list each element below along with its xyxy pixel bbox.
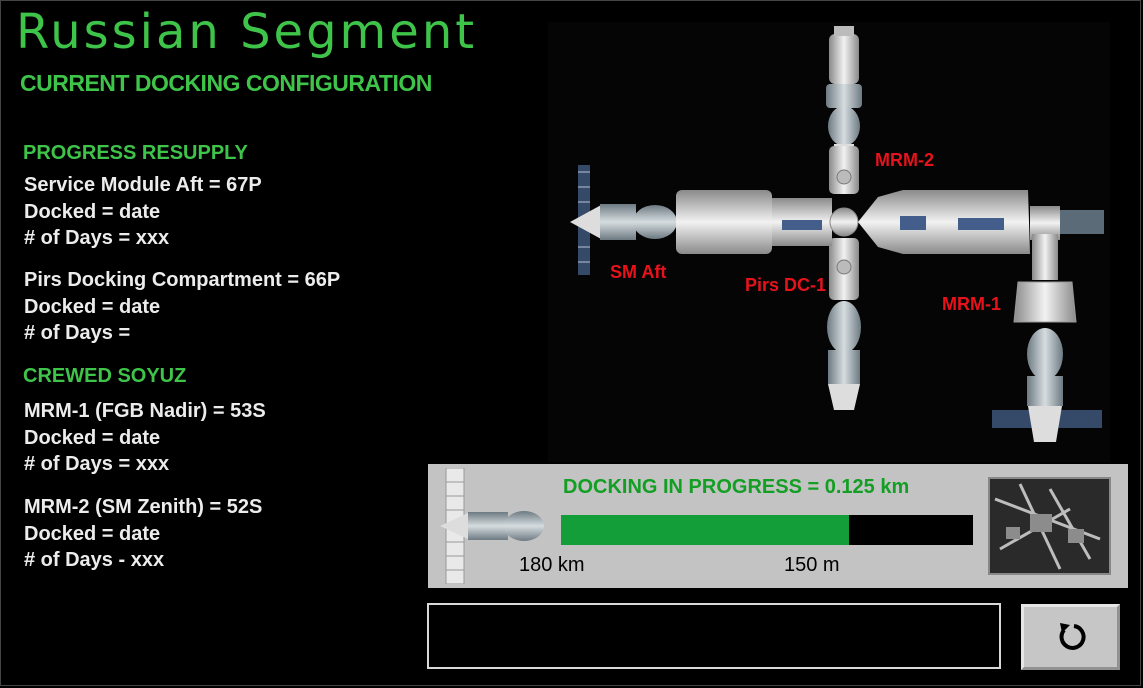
label-mrm1: MRM-1 <box>942 294 1001 314</box>
progress-1-days: # of Days = xxx <box>24 227 170 249</box>
station-illustration <box>570 26 1104 442</box>
fgb-module <box>858 190 1104 254</box>
approaching-soyuz-icon <box>440 468 544 584</box>
camera-view-image <box>990 479 1109 573</box>
zenith-soyuz <box>826 26 862 160</box>
soyuz-1-port: MRM-1 (FGB Nadir) = 53S <box>24 400 266 422</box>
crewed-soyuz-heading: CREWED SOYUZ <box>23 365 187 387</box>
service-module <box>676 190 859 254</box>
progress-2-docked: Docked = date <box>24 296 161 318</box>
label-mrm2: MRM-2 <box>875 150 934 170</box>
page-subtitle: CURRENT DOCKING CONFIGURATION <box>20 70 432 96</box>
message-box <box>427 603 1001 669</box>
docking-camera-feed[interactable] <box>988 477 1111 575</box>
progress-2-port: Pirs Docking Compartment = 66P <box>24 269 341 291</box>
soyuz-2-days: # of Days - xxx <box>24 549 165 571</box>
soyuz-2-docked: Docked = date <box>24 523 161 545</box>
label-sm-aft: SM Aft <box>610 262 667 282</box>
page-title: Russian Segment <box>16 4 478 60</box>
docking-progress-panel: DOCKING IN PROGRESS = 0.125 km 180 km 15… <box>428 464 1128 588</box>
docking-progress-bar <box>561 515 973 545</box>
refresh-icon <box>1059 623 1086 650</box>
progress-1-port: Service Module Aft = 67P <box>24 174 262 196</box>
reset-button[interactable] <box>1021 604 1120 670</box>
sm-aft-progress <box>570 165 677 275</box>
nadir-soyuz <box>992 234 1102 442</box>
soyuz-2-port: MRM-2 (SM Zenith) = 52S <box>24 496 263 518</box>
docking-status: DOCKING IN PROGRESS = 0.125 km <box>563 476 910 498</box>
progress-1-docked: Docked = date <box>24 201 161 223</box>
distance-end-label: 150 m <box>784 554 840 576</box>
label-pirs: Pirs DC-1 <box>745 275 827 295</box>
progress-2-days: # of Days = <box>24 322 131 344</box>
soyuz-1-days: # of Days = xxx <box>24 453 170 475</box>
pirs-progress <box>827 301 861 410</box>
progress-resupply-heading: PROGRESS RESUPPLY <box>23 142 248 164</box>
docking-progress-fill <box>561 515 850 545</box>
soyuz-1-docked: Docked = date <box>24 427 161 449</box>
station-diagram: MRM-2 SM Aft Pirs DC-1 MRM-1 <box>548 22 1110 462</box>
distance-start-label: 180 km <box>519 554 585 576</box>
